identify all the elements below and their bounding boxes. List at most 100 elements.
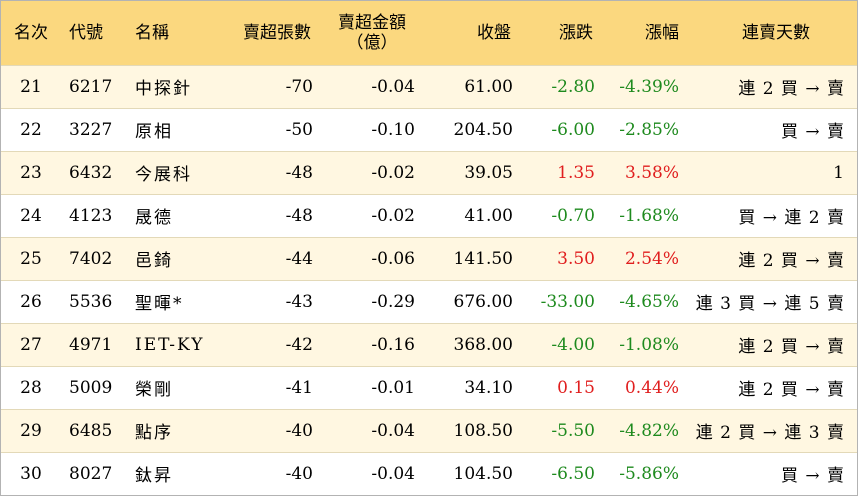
table-row[interactable]: 29 6485 點序 -40 -0.04 108.50 -5.50 -4.82%…: [1, 409, 857, 452]
header-change: 漲跌: [559, 22, 593, 43]
table-row[interactable]: 30 8027 鈦昇 -40 -0.04 104.50 -6.50 -5.86%…: [1, 452, 857, 495]
cell-change: -0.70: [551, 205, 595, 226]
cell-close: 108.50: [453, 420, 513, 441]
cell-streak: 連 2 買 → 賣: [738, 79, 845, 99]
cell-net-amount: -0.10: [371, 119, 415, 140]
cell-change-pct: -4.82%: [619, 420, 679, 441]
cell-net-amount: -0.29: [371, 291, 415, 312]
cell-rank: 26: [20, 291, 42, 312]
cell-change-pct: 3.58%: [624, 162, 679, 183]
cell-net-lots: -48: [285, 162, 313, 183]
table-row[interactable]: 27 4971 IET-KY -42 -0.16 368.00 -4.00 -1…: [1, 323, 857, 366]
cell-net-amount: -0.01: [371, 377, 415, 398]
table-row[interactable]: 25 7402 邑錡 -44 -0.06 141.50 3.50 2.54% 連…: [1, 237, 857, 280]
cell-close: 61.00: [464, 76, 513, 97]
cell-close: 204.50: [453, 119, 513, 140]
cell-net-lots: -48: [285, 205, 313, 226]
cell-change: -6.50: [551, 463, 595, 484]
cell-streak: 買 → 賣: [780, 122, 845, 142]
cell-change-pct: -4.65%: [619, 291, 679, 312]
cell-net-lots: -70: [285, 76, 313, 97]
header-net-amount-line2: （億）: [346, 32, 398, 53]
cell-change-pct: 0.44%: [624, 377, 679, 398]
cell-rank: 25: [20, 248, 42, 269]
cell-code: 6432: [69, 162, 113, 183]
header-rank: 名次: [14, 22, 48, 43]
cell-close: 104.50: [453, 463, 513, 484]
table-row[interactable]: 28 5009 榮剛 -41 -0.01 34.10 0.15 0.44% 連 …: [1, 366, 857, 409]
cell-rank: 29: [20, 420, 42, 441]
cell-rank: 28: [20, 377, 42, 398]
cell-code: 8027: [69, 463, 113, 484]
cell-net-amount: -0.02: [371, 162, 415, 183]
header-net-amount-line1: 賣超金額: [338, 12, 406, 33]
header-streak: 連賣天數: [742, 22, 810, 43]
cell-change: -5.50: [551, 420, 595, 441]
cell-name: 今展科: [135, 165, 192, 185]
table-row[interactable]: 21 6217 中探針 -70 -0.04 61.00 -2.80 -4.39%…: [1, 65, 857, 108]
header-row: 名次 代號 名稱 賣超張數 賣超金額 （億） 收盤 漲跌 漲幅 連賣天數: [1, 1, 857, 65]
cell-streak: 連 2 買 → 賣: [738, 251, 845, 271]
cell-close: 39.05: [464, 162, 513, 183]
cell-rank: 22: [20, 119, 42, 140]
cell-streak: 連 2 買 → 賣: [738, 380, 845, 400]
cell-streak: 買 → 連 2 賣: [738, 208, 845, 228]
cell-change-pct: -5.86%: [619, 463, 679, 484]
cell-net-lots: -50: [285, 119, 313, 140]
cell-code: 6217: [69, 76, 113, 97]
cell-change: -6.00: [551, 119, 595, 140]
header-close: 收盤: [477, 22, 511, 43]
cell-change: -33.00: [540, 291, 595, 312]
cell-name: 榮剛: [135, 380, 173, 400]
cell-close: 34.10: [464, 377, 513, 398]
cell-net-lots: -41: [285, 377, 313, 398]
cell-net-amount: -0.04: [371, 463, 415, 484]
table-row[interactable]: 24 4123 晟德 -48 -0.02 41.00 -0.70 -1.68% …: [1, 194, 857, 237]
cell-rank: 27: [20, 334, 42, 355]
cell-close: 676.00: [453, 291, 513, 312]
cell-code: 5536: [69, 291, 113, 312]
cell-change: -4.00: [551, 334, 595, 355]
cell-net-lots: -42: [285, 334, 313, 355]
header-name: 名稱: [135, 22, 169, 43]
cell-code: 4123: [69, 205, 113, 226]
cell-net-amount: -0.02: [371, 205, 415, 226]
table-row[interactable]: 23 6432 今展科 -48 -0.02 39.05 1.35 3.58% 1: [1, 151, 857, 194]
cell-net-amount: -0.04: [371, 420, 415, 441]
header-net-lots: 賣超張數: [243, 22, 311, 43]
header-change-pct: 漲幅: [645, 22, 679, 43]
cell-change-pct: -1.68%: [619, 205, 679, 226]
cell-rank: 30: [20, 463, 42, 484]
table-row[interactable]: 22 3227 原相 -50 -0.10 204.50 -6.00 -2.85%…: [1, 108, 857, 151]
cell-streak: 連 3 買 → 連 5 賣: [695, 294, 845, 314]
cell-name: 鈦昇: [135, 466, 173, 487]
cell-change: 3.50: [557, 248, 595, 269]
cell-net-amount: -0.16: [371, 334, 415, 355]
cell-net-amount: -0.06: [371, 248, 415, 269]
cell-net-lots: -40: [285, 420, 313, 441]
cell-change-pct: 2.54%: [624, 248, 679, 269]
cell-name: 晟德: [135, 208, 173, 228]
table-row[interactable]: 26 5536 聖暉* -43 -0.29 676.00 -33.00 -4.6…: [1, 280, 857, 323]
cell-code: 6485: [69, 420, 113, 441]
cell-change: -2.80: [551, 76, 595, 97]
header-net-amount: 賣超金額 （億）: [321, 1, 423, 65]
cell-code: 5009: [69, 377, 113, 398]
cell-streak: 1: [833, 162, 845, 183]
table-body: 21 6217 中探針 -70 -0.04 61.00 -2.80 -4.39%…: [1, 65, 857, 495]
cell-change: 1.35: [557, 162, 595, 183]
cell-name: 點序: [135, 423, 173, 443]
header-code: 代號: [69, 22, 103, 43]
cell-streak: 連 2 買 → 賣: [738, 337, 845, 357]
cell-name: 聖暉*: [135, 294, 184, 314]
cell-close: 368.00: [453, 334, 513, 355]
cell-change-pct: -2.85%: [619, 119, 679, 140]
cell-change: 0.15: [557, 377, 595, 398]
cell-net-lots: -40: [285, 463, 313, 484]
cell-name: 邑錡: [135, 251, 173, 271]
cell-close: 141.50: [453, 248, 513, 269]
cell-rank: 24: [20, 205, 42, 226]
cell-close: 41.00: [464, 205, 513, 226]
cell-change-pct: -4.39%: [619, 76, 679, 97]
